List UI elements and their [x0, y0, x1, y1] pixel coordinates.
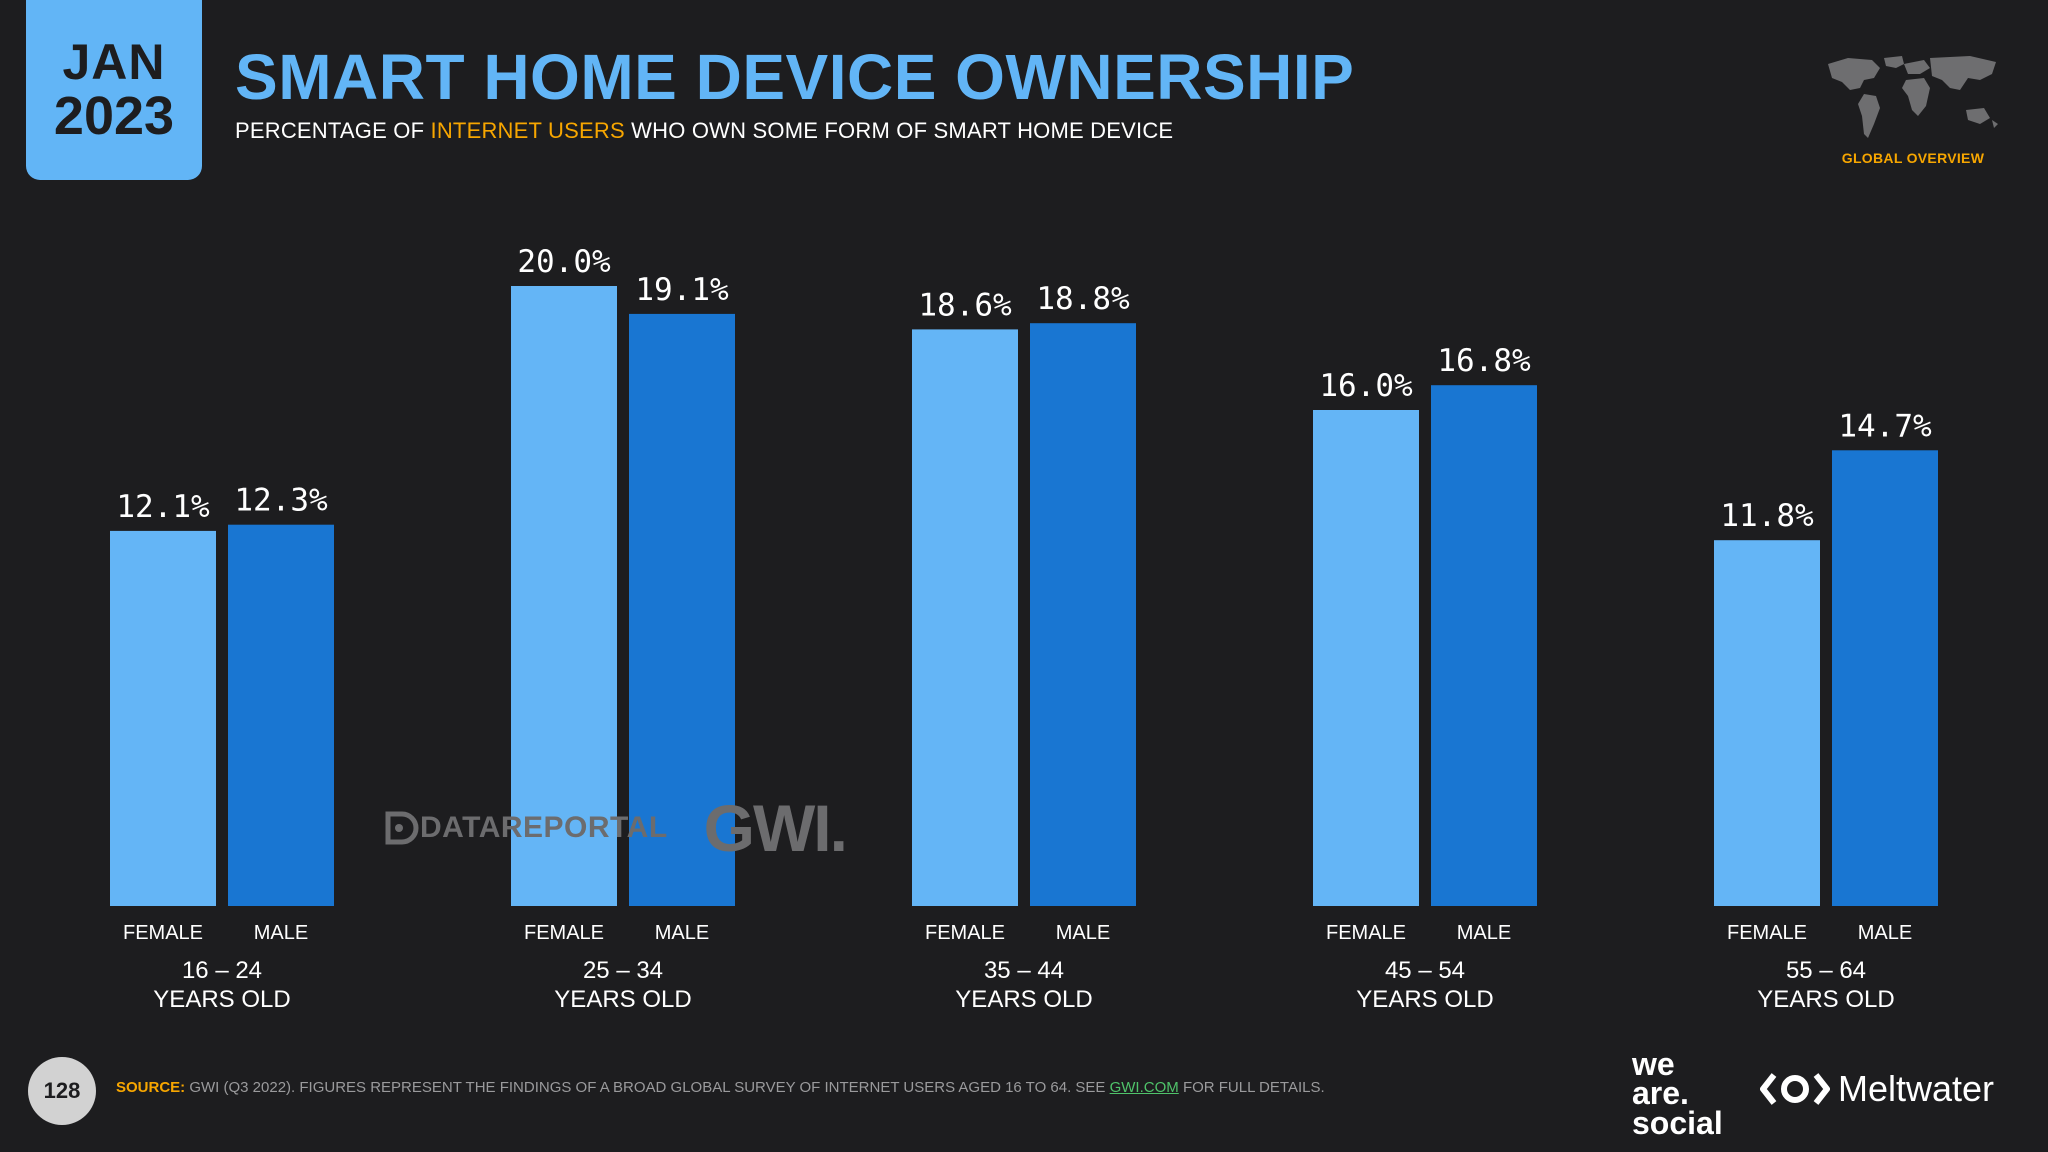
data-label-female-3: 16.0% [1319, 368, 1413, 404]
bar-female-3 [1313, 410, 1419, 906]
category-label-3: 45 – 54 [1385, 957, 1465, 984]
category-sublabel-0: YEARS OLD [153, 986, 290, 1013]
page-title: SMART HOME DEVICE OWNERSHIP [235, 41, 1355, 113]
subtitle-pre: PERCENTAGE OF [235, 118, 425, 143]
series-label-male-0: MALE [254, 922, 308, 944]
page-subtitle: PERCENTAGE OF INTERNET USERS WHO OWN SOM… [235, 118, 1173, 144]
bar-male-4 [1832, 450, 1938, 906]
datareportal-icon [385, 811, 419, 845]
source-note: SOURCE: GWI (Q3 2022). FIGURES REPRESENT… [116, 1079, 1325, 1096]
source-link[interactable]: GWI.COM [1109, 1079, 1179, 1096]
world-map-icon [1828, 56, 1998, 138]
date-year: 2023 [53, 86, 175, 146]
gwi-logo: GWI. [703, 791, 848, 865]
series-label-male-1: MALE [655, 922, 709, 944]
bar-female-1 [511, 286, 617, 906]
data-label-male-3: 16.8% [1437, 343, 1531, 379]
bar-female-4 [1714, 540, 1820, 906]
category-sublabel-3: YEARS OLD [1356, 986, 1493, 1013]
series-label-female-3: FEMALE [1326, 922, 1406, 944]
data-label-female-0: 12.1% [116, 489, 210, 525]
category-label-2: 35 – 44 [984, 957, 1064, 984]
date-month: JAN [62, 34, 166, 90]
subtitle-post: WHO OWN SOME FORM OF SMART HOME DEVICE [631, 118, 1174, 143]
bar-female-0 [110, 530, 216, 906]
datareportal-text: DATAREPORTAL [420, 811, 668, 844]
source-text: GWI (Q3 2022). FIGURES REPRESENT THE FIN… [189, 1079, 1106, 1096]
was-line-2: are. [1632, 1075, 1689, 1112]
data-label-female-4: 11.8% [1720, 498, 1814, 534]
data-label-male-4: 14.7% [1838, 408, 1932, 444]
series-label-male-4: MALE [1858, 922, 1912, 944]
bar-female-2 [912, 329, 1018, 906]
meltwater-icon [1760, 1073, 1830, 1105]
bar-male-2 [1030, 323, 1136, 906]
data-label-male-0: 12.3% [234, 483, 328, 519]
series-label-female-4: FEMALE [1727, 922, 1807, 944]
data-label-female-1: 20.0% [517, 244, 611, 280]
source-label: SOURCE: [116, 1079, 186, 1096]
series-label-male-2: MALE [1056, 922, 1110, 944]
global-overview-label: GLOBAL OVERVIEW [1841, 150, 1985, 166]
meltwater-text: Meltwater [1838, 1068, 1995, 1109]
category-sublabel-1: YEARS OLD [554, 986, 691, 1013]
was-line-1: we [1632, 1046, 1675, 1082]
datareportal-logo: DATAREPORTAL [384, 810, 668, 846]
we-are-social-logo: we are. social [1632, 1046, 1723, 1141]
bar-male-0 [228, 524, 334, 906]
series-label-female-0: FEMALE [123, 922, 203, 944]
watermark: DATAREPORTAL GWI. [384, 790, 848, 866]
source-end: FOR FULL DETAILS. [1182, 1079, 1325, 1096]
data-label-female-2: 18.6% [918, 287, 1012, 323]
category-label-0: 16 – 24 [182, 957, 262, 984]
bar-male-1 [629, 313, 735, 906]
category-sublabel-4: YEARS OLD [1757, 986, 1894, 1013]
series-label-female-2: FEMALE [925, 922, 1005, 944]
meltwater-logo: Meltwater [1760, 1068, 1994, 1110]
data-label-male-1: 19.1% [635, 272, 729, 308]
bar-male-3 [1431, 385, 1537, 906]
series-label-male-3: MALE [1457, 922, 1511, 944]
subtitle-highlight: INTERNET USERS [430, 118, 625, 143]
was-line-3: social [1632, 1104, 1723, 1141]
page-number: 128 [28, 1057, 96, 1125]
category-sublabel-2: YEARS OLD [955, 986, 1092, 1013]
date-badge: JAN 2023 [26, 0, 202, 180]
category-label-4: 55 – 64 [1786, 957, 1866, 984]
category-label-1: 25 – 34 [583, 957, 663, 984]
series-label-female-1: FEMALE [524, 922, 604, 944]
data-label-male-2: 18.8% [1036, 281, 1130, 317]
